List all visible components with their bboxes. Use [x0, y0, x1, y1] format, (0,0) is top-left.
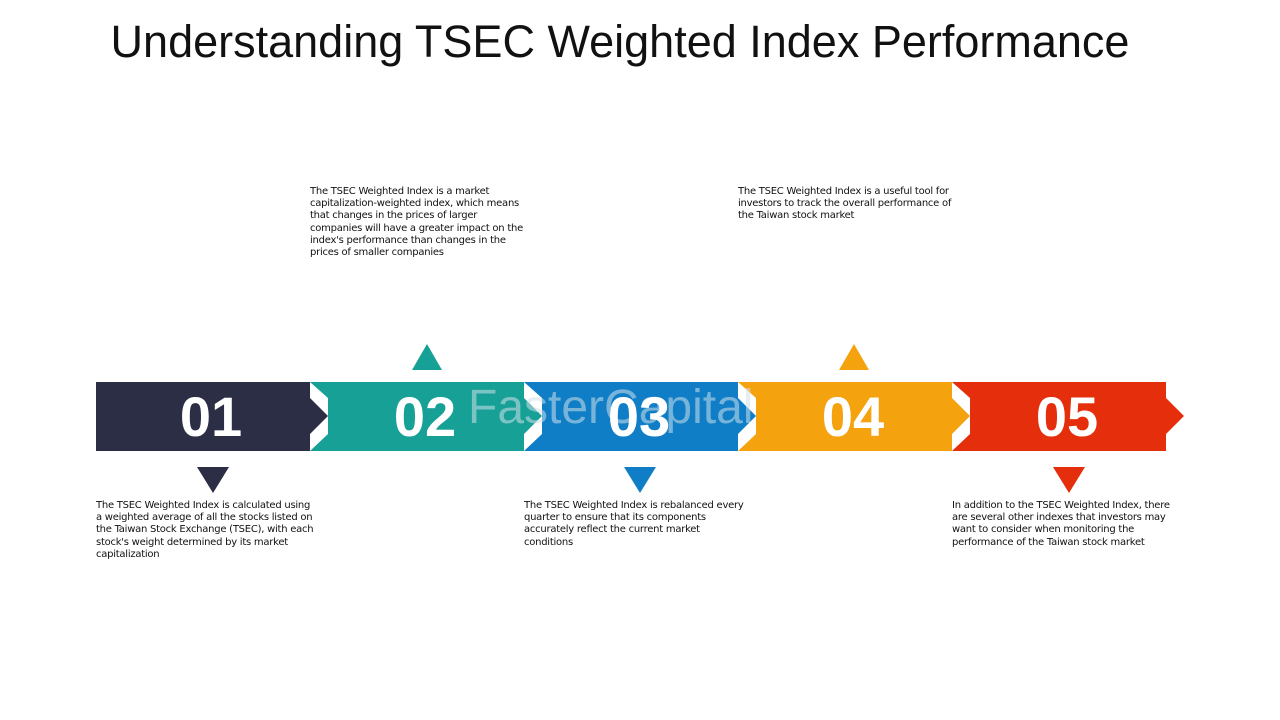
step-01-number: 01 [180, 385, 242, 448]
step-04-description: The TSEC Weighted Index is a useful tool… [738, 186, 952, 222]
step-01-arrow [96, 382, 328, 451]
step-03-description: The TSEC Weighted Index is rebalanced ev… [524, 500, 744, 548]
step-03-number: 03 [608, 385, 670, 448]
step-04-arrow [738, 382, 970, 451]
step-05-arrow [952, 382, 1184, 451]
step-04-pointer-up [839, 344, 869, 370]
page-title: Understanding TSEC Weighted Index Perfor… [110, 16, 1130, 67]
step-05-description: In addition to the TSEC Weighted Index, … [952, 500, 1170, 548]
step-01-pointer-down [197, 467, 229, 493]
step-02-arrow [310, 382, 542, 451]
step-02-number: 02 [394, 385, 456, 448]
step-05-number: 05 [1036, 385, 1098, 448]
step-numbers: 01 02 03 04 05 [180, 344, 1098, 493]
step-04-number: 04 [822, 385, 884, 448]
step-03-pointer-down [624, 467, 656, 493]
watermark-logo: FasterCapital [468, 381, 753, 434]
arrow-segments [96, 382, 1184, 451]
step-02-pointer-up [412, 344, 442, 370]
step-05-pointer-down [1053, 467, 1085, 493]
step-01-description: The TSEC Weighted Index is calculated us… [96, 500, 314, 560]
step-02-description: The TSEC Weighted Index is a market capi… [310, 186, 523, 259]
step-03-arrow [524, 382, 756, 451]
